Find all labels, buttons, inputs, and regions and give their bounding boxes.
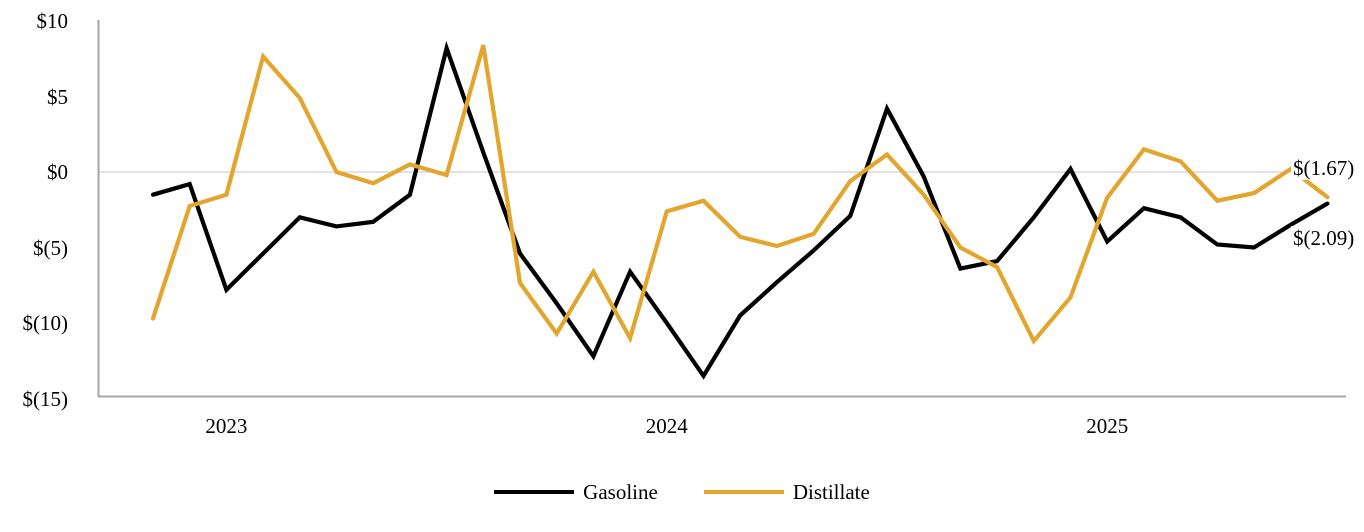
- legend: Gasoline Distillate: [0, 479, 1364, 505]
- legend-item-distillate: Distillate: [703, 479, 870, 505]
- gasoline-line-swatch: [494, 490, 575, 494]
- gasoline-line: [150, 40, 1330, 380]
- distillate-end-value-label: $(1.67): [1291, 156, 1357, 180]
- y-axis-label: $5: [47, 84, 68, 109]
- x-axis-label-2025: 2025: [1086, 414, 1129, 438]
- y-axis-label: $10: [36, 9, 69, 33]
- y-axis-label: $(15): [22, 386, 69, 411]
- distillate-line-swatch: [703, 490, 784, 494]
- x-axis-label-2023: 2023: [205, 414, 248, 438]
- gasoline-end-value-label: $(2.09): [1291, 226, 1357, 250]
- legend-label-gasoline: Gasoline: [583, 480, 658, 504]
- legend-item-gasoline: Gasoline: [494, 479, 658, 505]
- distillate-line: [150, 44, 1330, 345]
- y-axis-label: $(5): [33, 235, 68, 260]
- x-axis-label-2024: 2024: [645, 414, 688, 438]
- y-axis-label: $0: [47, 160, 68, 184]
- y-axis-label: $(10): [22, 311, 69, 335]
- legend-label-distillate: Distillate: [792, 480, 870, 504]
